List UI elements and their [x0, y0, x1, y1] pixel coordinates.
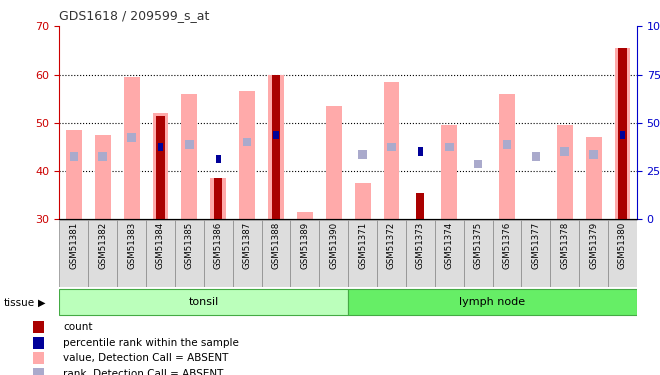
Bar [499, 94, 515, 219]
Bar [608, 220, 637, 287]
Bar [95, 135, 111, 219]
Text: GSM51389: GSM51389 [300, 222, 310, 269]
Bar [463, 220, 492, 287]
Bar [521, 220, 550, 287]
Bar [550, 220, 579, 287]
Bar [146, 220, 175, 287]
Bar [272, 130, 280, 139]
Bar [127, 133, 136, 142]
Bar [33, 337, 44, 349]
Text: count: count [63, 322, 92, 332]
Text: GSM51376: GSM51376 [502, 222, 512, 269]
Text: GSM51378: GSM51378 [560, 222, 569, 269]
Bar [406, 220, 435, 287]
Bar [175, 220, 204, 287]
Bar [618, 48, 626, 219]
Text: percentile rank within the sample: percentile rank within the sample [63, 338, 239, 348]
Text: GSM51382: GSM51382 [98, 222, 107, 269]
Bar [88, 220, 117, 287]
Bar [383, 82, 399, 219]
Text: GSM51372: GSM51372 [387, 222, 396, 269]
Text: GSM51381: GSM51381 [69, 222, 79, 269]
Bar [268, 75, 284, 219]
Bar [33, 368, 44, 375]
Text: GSM51388: GSM51388 [271, 222, 280, 269]
Bar [123, 77, 139, 219]
Bar [214, 178, 222, 219]
Bar [158, 142, 163, 151]
Text: GSM51385: GSM51385 [185, 222, 194, 269]
Bar [531, 152, 540, 161]
Bar [348, 289, 637, 315]
Bar [435, 220, 463, 287]
Bar [492, 220, 521, 287]
Bar [387, 142, 396, 151]
Bar [358, 150, 367, 159]
Bar [33, 352, 44, 364]
Bar [156, 116, 164, 219]
Bar [211, 178, 226, 219]
Bar [182, 94, 197, 219]
Bar [152, 113, 168, 219]
Bar [69, 152, 78, 161]
Bar [117, 220, 146, 287]
Bar [239, 92, 255, 219]
Bar [204, 220, 233, 287]
Bar [445, 142, 453, 151]
Bar [557, 125, 573, 219]
Bar [98, 152, 107, 161]
Bar [273, 130, 279, 139]
Text: GDS1618 / 209599_s_at: GDS1618 / 209599_s_at [59, 9, 210, 22]
Text: GSM51380: GSM51380 [618, 222, 627, 269]
Bar [261, 220, 290, 287]
Text: GSM51377: GSM51377 [531, 222, 541, 269]
Text: GSM51373: GSM51373 [416, 222, 425, 269]
Bar [585, 137, 601, 219]
Text: GSM51386: GSM51386 [214, 222, 222, 269]
Bar [243, 138, 251, 147]
Text: GSM51383: GSM51383 [127, 222, 136, 269]
Bar [290, 220, 319, 287]
Text: rank, Detection Call = ABSENT: rank, Detection Call = ABSENT [63, 369, 224, 375]
Bar [377, 220, 406, 287]
Bar [418, 147, 423, 156]
Text: tissue: tissue [3, 298, 34, 307]
Text: value, Detection Call = ABSENT: value, Detection Call = ABSENT [63, 353, 228, 363]
Bar [33, 321, 44, 333]
Bar [156, 142, 165, 151]
Text: GSM51384: GSM51384 [156, 222, 165, 269]
Bar [620, 130, 625, 139]
Bar [59, 220, 88, 287]
Text: ▶: ▶ [38, 298, 46, 307]
Bar [618, 130, 627, 139]
Bar [272, 75, 280, 219]
Text: GSM51374: GSM51374 [445, 222, 453, 269]
Bar [216, 154, 221, 164]
Bar [326, 106, 342, 219]
Bar [297, 212, 313, 219]
Bar [442, 125, 457, 219]
Bar [560, 147, 569, 156]
Bar [66, 130, 82, 219]
Text: GSM51390: GSM51390 [329, 222, 338, 269]
Bar [185, 140, 193, 149]
Text: GSM51375: GSM51375 [474, 222, 482, 269]
Bar [579, 220, 608, 287]
Text: GSM51379: GSM51379 [589, 222, 598, 269]
Bar [233, 220, 261, 287]
Bar [416, 193, 424, 219]
Bar [348, 220, 377, 287]
Text: tonsil: tonsil [189, 297, 219, 307]
Bar [354, 183, 370, 219]
Bar [503, 140, 512, 149]
Text: GSM51387: GSM51387 [243, 222, 251, 269]
Text: lymph node: lymph node [459, 297, 525, 307]
Bar [614, 48, 630, 219]
Bar [589, 150, 598, 159]
Text: GSM51371: GSM51371 [358, 222, 367, 269]
Bar [474, 159, 482, 168]
Bar [319, 220, 348, 287]
Bar [59, 289, 348, 315]
